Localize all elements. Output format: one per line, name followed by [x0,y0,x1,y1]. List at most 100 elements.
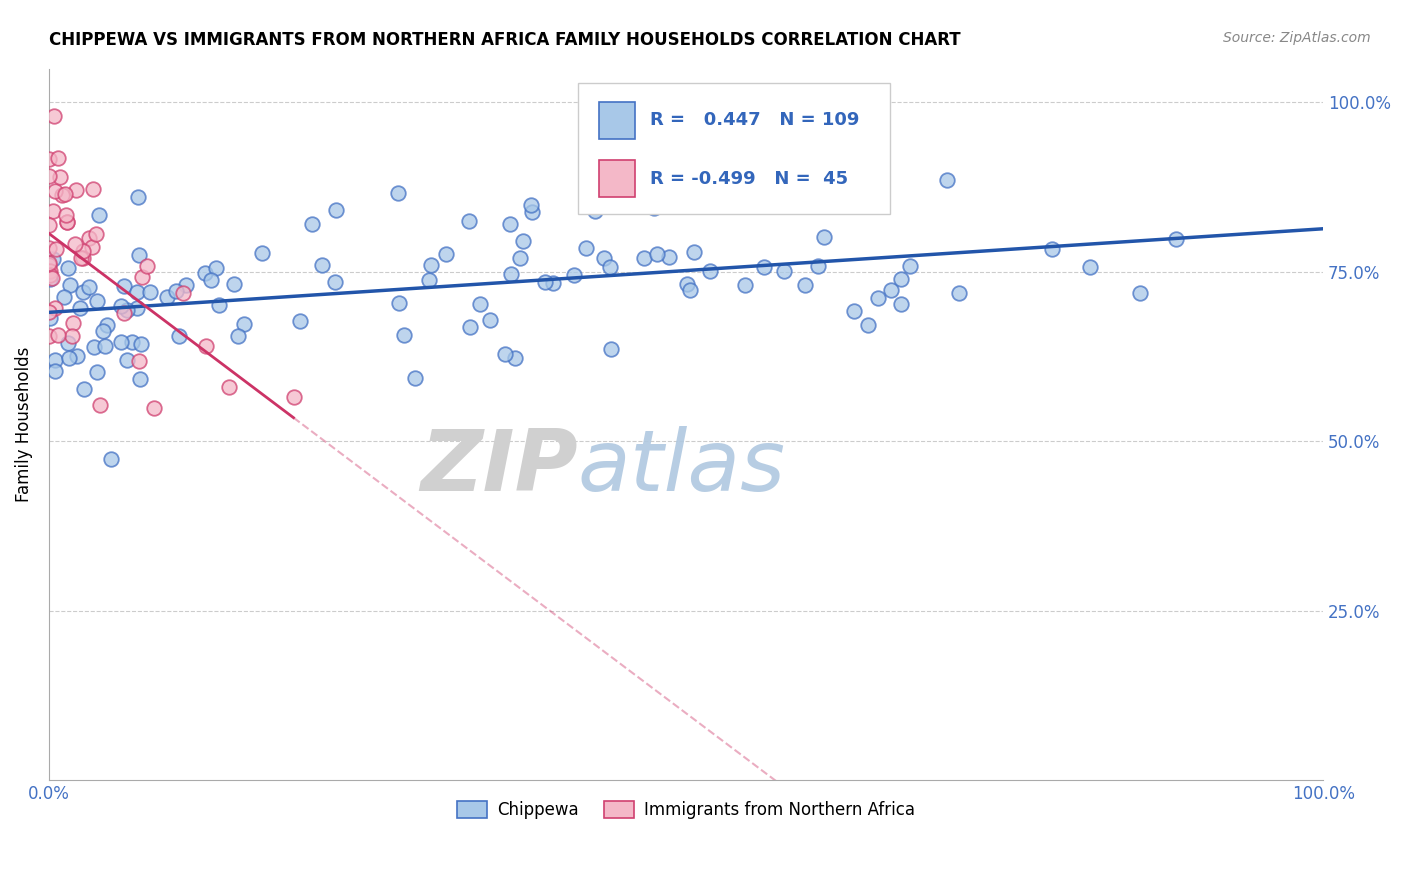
Point [1129,285,1152,300]
Point [880,283,903,297]
Point [45,242,67,256]
Point [458,214,481,228]
Point [72,244,94,259]
Point [112,279,135,293]
Point [48,169,70,184]
Point [121,334,143,349]
Text: R = -0.499   N =  45: R = -0.499 N = 45 [651,169,848,188]
Point [42,252,65,266]
Point [58,260,80,275]
Point [91,325,114,339]
Point [176,277,198,292]
Point [38,328,60,343]
Point [583,203,606,218]
Point [599,342,621,356]
Point [117,353,139,368]
Point [129,337,152,351]
Point [80,240,103,254]
Point [387,186,409,201]
Point [42,109,65,123]
Point [1166,232,1188,246]
Point [115,302,138,317]
Point [127,285,149,300]
Point [63,236,86,251]
Point [683,245,706,260]
Point [734,277,756,292]
Point [38,268,60,282]
Point [856,318,879,332]
Point [807,260,830,274]
Text: R =   0.447   N = 109: R = 0.447 N = 109 [651,112,859,129]
Y-axis label: Family Households: Family Households [15,347,32,502]
Point [575,242,598,256]
Point [512,234,534,248]
Point [96,318,118,333]
Bar [599,102,636,139]
Point [38,219,60,233]
Point [418,272,440,286]
Legend: Chippewa, Immigrants from Northern Africa: Chippewa, Immigrants from Northern Afric… [450,794,921,825]
Point [658,250,681,264]
Point [38,305,60,319]
Point [42,204,65,219]
Text: ZIP: ZIP [420,425,578,508]
Point [112,306,135,320]
Point [250,246,273,260]
Point [44,184,66,198]
Point [56,215,79,229]
Point [82,182,104,196]
Point [458,320,481,334]
Point [39,264,62,278]
Point [44,364,66,378]
Point [62,316,84,330]
Point [94,339,117,353]
Point [676,277,699,292]
Point [593,251,616,265]
Point [394,328,416,343]
Point [562,268,585,282]
Point [142,401,165,416]
Point [51,188,73,202]
Point [222,277,245,291]
Point [479,313,502,327]
Point [898,260,921,274]
Point [534,275,557,289]
Point [38,241,60,255]
Point [813,229,835,244]
Point [38,256,60,270]
Point [125,301,148,315]
Point [127,190,149,204]
Point [388,296,411,310]
Point [172,286,194,301]
Point [46,328,69,343]
Point [772,264,794,278]
Point [541,276,564,290]
Point [643,201,665,215]
Point [83,340,105,354]
Point [503,351,526,365]
Point [38,152,60,166]
Point [853,197,876,211]
Point [948,286,970,301]
Point [194,339,217,353]
Point [434,246,457,260]
Point [44,301,66,316]
Point [65,183,87,197]
Point [494,347,516,361]
Point [1040,243,1063,257]
Point [890,297,912,311]
Point [110,335,132,350]
Point [165,284,187,298]
Point [499,217,522,231]
Point [325,202,347,217]
Point [77,231,100,245]
Point [288,314,311,328]
Point [468,297,491,311]
Point [53,186,76,201]
Point [585,129,607,144]
Point [69,251,91,265]
Point [844,303,866,318]
Point [167,328,190,343]
Point [60,329,83,343]
Point [205,260,228,275]
